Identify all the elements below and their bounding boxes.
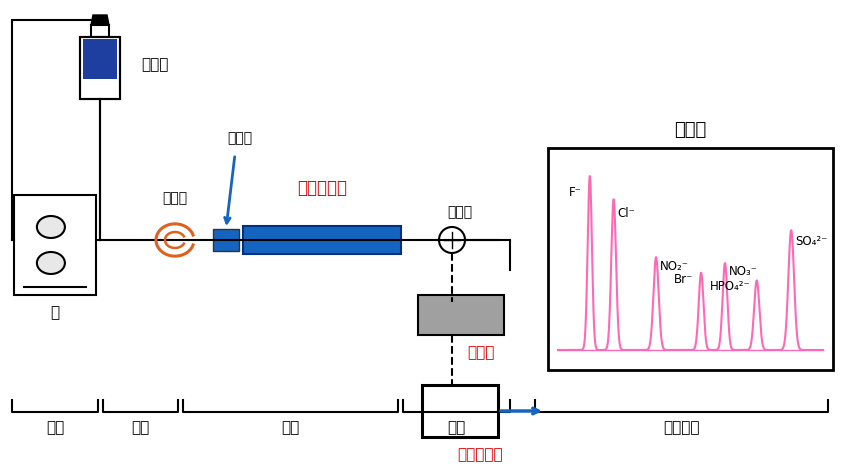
Text: 检测: 检测 [447, 421, 466, 436]
Bar [83, 79, 117, 97]
Text: F⁻: F⁻ [569, 187, 582, 199]
Bar [80, 37, 120, 99]
Text: 离子色谱柱: 离子色谱柱 [297, 179, 347, 197]
Text: 电导检测器: 电导检测器 [457, 447, 503, 462]
Bar [548, 148, 833, 370]
Text: 输液: 输液 [46, 421, 64, 436]
Text: 分离: 分离 [281, 421, 300, 436]
Text: 检测池: 检测池 [447, 205, 473, 219]
Bar [418, 295, 504, 335]
Bar [83, 39, 117, 79]
Bar [422, 385, 498, 437]
Text: NO₂⁻: NO₂⁻ [660, 259, 689, 273]
Bar [243, 226, 401, 254]
Text: 进样器: 进样器 [163, 191, 187, 205]
Bar [14, 195, 96, 295]
Bar [91, 25, 109, 37]
Text: HPO₄²⁻: HPO₄²⁻ [710, 281, 750, 293]
Text: NO₃⁻: NO₃⁻ [729, 265, 758, 278]
Polygon shape [91, 15, 109, 25]
Text: 保护柱: 保护柱 [228, 131, 252, 145]
Text: 数据记录: 数据记录 [663, 421, 700, 436]
Text: 色谱图: 色谱图 [674, 121, 706, 139]
Text: 泵: 泵 [51, 306, 59, 321]
Circle shape [439, 227, 465, 253]
Text: 流动相: 流动相 [141, 57, 169, 72]
Text: Cl⁻: Cl⁻ [617, 207, 635, 220]
Text: Br⁻: Br⁻ [673, 274, 693, 286]
Text: 进样: 进样 [131, 421, 150, 436]
Ellipse shape [37, 216, 65, 238]
Bar [80, 37, 120, 99]
Ellipse shape [37, 252, 65, 274]
Bar [213, 229, 239, 251]
Text: 抑制器: 抑制器 [468, 345, 495, 360]
Text: SO₄²⁻: SO₄²⁻ [795, 235, 828, 248]
